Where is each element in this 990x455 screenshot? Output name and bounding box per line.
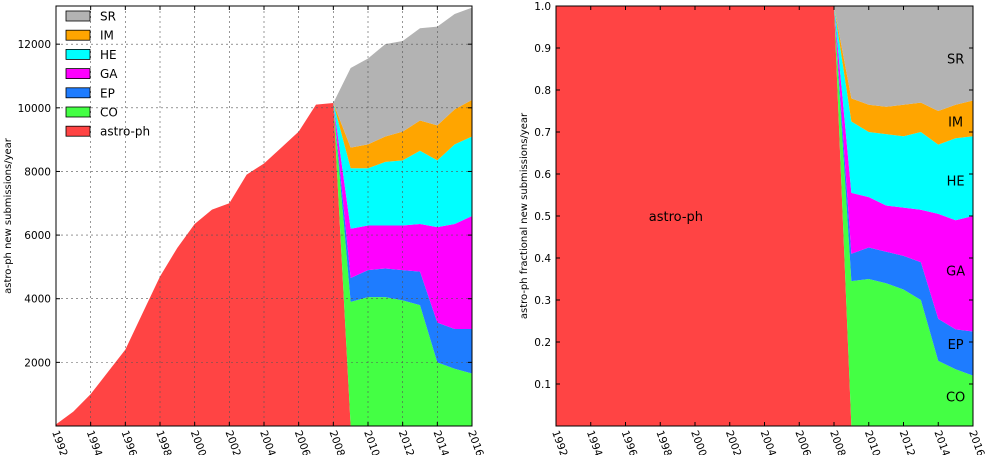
x-tick-label: 2004 <box>758 429 779 455</box>
legend-label-astro-ph: astro-ph <box>100 125 150 139</box>
y-tick-label: 4000 <box>24 294 51 306</box>
annotation-GA: GA <box>946 265 965 280</box>
x-tick-label: 2010 <box>361 429 381 455</box>
legend-label-EP: EP <box>100 86 115 100</box>
x-tick-label: 2016 <box>966 429 987 455</box>
y-tick-label: 0.8 <box>534 85 551 97</box>
area-CO <box>556 6 973 426</box>
area-IM <box>556 6 973 145</box>
x-tick-label: 2000 <box>188 429 208 455</box>
x-tick-label: 2012 <box>396 429 416 455</box>
x-tick-label: 2000 <box>688 429 708 455</box>
y-tick-label: 6000 <box>24 230 51 242</box>
legend-swatch-IM <box>65 29 91 41</box>
area-IM <box>56 99 472 425</box>
y-axis-label: astro-ph new submissions/year <box>3 137 14 294</box>
x-tick-label: 2008 <box>827 429 847 455</box>
legend-swatch-HE <box>65 49 91 60</box>
x-tick-label: 2006 <box>292 429 313 455</box>
legend-swatch-EP <box>65 87 91 99</box>
chart-submissions-per-year: 1992 1994 1996 1998 2000 2002 2004 2006 2008 2010… <box>3 5 486 455</box>
area-astro-ph <box>56 103 472 426</box>
area-HE <box>556 6 973 221</box>
x-tick-label: 1994 <box>84 429 105 455</box>
x-tick-label: 2014 <box>431 429 452 455</box>
x-tick-label: 1994 <box>584 429 605 455</box>
legend-swatch-astro-ph <box>65 125 91 137</box>
x-tick-label: 2012 <box>897 429 917 455</box>
y-tick-label: 0.6 <box>534 169 551 181</box>
x-tick-label: 1996 <box>619 429 640 455</box>
x-tick-label: 2004 <box>257 429 278 455</box>
annotation-EP: EP <box>948 338 964 353</box>
x-tick-label: 2010 <box>862 429 882 455</box>
x-tick-label: 2002 <box>723 429 743 455</box>
legend-label-GA: GA <box>100 67 118 81</box>
y-tick-label: 0.7 <box>534 127 551 139</box>
annotation-HE: HE <box>947 174 965 189</box>
legend: SR IM HE GA EP CO astro-ph <box>65 10 150 139</box>
x-tick-label: 2002 <box>223 429 243 455</box>
x-tick-label: 1998 <box>653 429 673 455</box>
y-tick-label: 0.3 <box>534 295 551 307</box>
y-tick-label: 10000 <box>18 103 51 115</box>
y-tick-label: 0.9 <box>534 43 551 55</box>
y-tick-label: 0.1 <box>534 379 551 391</box>
x-tick-label: 2008 <box>327 429 347 455</box>
y-tick-label: 0.4 <box>534 253 551 265</box>
legend-label-SR: SR <box>100 10 116 24</box>
x-tick-label: 2016 <box>465 429 486 455</box>
legend-label-HE: HE <box>100 48 117 62</box>
area-HE <box>56 103 472 425</box>
annotation-IM: IM <box>948 116 963 131</box>
legend-swatch-SR <box>65 10 91 22</box>
y-tick-label: 8000 <box>24 166 51 178</box>
annotation-CO: CO <box>946 391 965 406</box>
y-tick-label: 0.2 <box>534 337 551 349</box>
x-tick-label: 1998 <box>153 429 173 455</box>
legend-label-IM: IM <box>100 29 114 43</box>
x-tick-label: 2014 <box>931 429 952 455</box>
y-tick-label: 0.5 <box>534 211 551 223</box>
annotation-astro-ph: astro-ph <box>649 210 703 225</box>
area-astro-ph <box>556 6 973 426</box>
area-SR <box>556 6 973 111</box>
x-tick-label: 1992 <box>49 429 69 455</box>
annotation-SR: SR <box>947 53 964 68</box>
area-GA <box>56 103 472 425</box>
area-CO <box>56 103 472 426</box>
legend-label-CO: CO <box>100 106 118 120</box>
chart-fractional-submissions-per-year: 1992 1994 1996 1998 2000 2002 2004 2006 2008 2010… <box>519 1 987 455</box>
x-tick-label: 1996 <box>119 429 140 455</box>
y-tick-label: 2000 <box>24 357 51 369</box>
legend-swatch-GA <box>65 68 91 79</box>
x-tick-label: 1992 <box>549 429 569 455</box>
y-axis-label: astro-ph fractional new submissions/year <box>519 112 530 319</box>
legend-swatch-CO <box>65 106 91 118</box>
y-tick-label: 12000 <box>18 39 51 51</box>
x-tick-label: 2006 <box>792 429 813 455</box>
y-tick-label: 1.0 <box>534 1 551 13</box>
